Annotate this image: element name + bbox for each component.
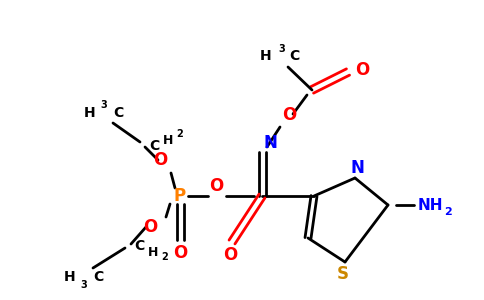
Text: C: C	[93, 270, 103, 284]
Text: NH: NH	[417, 197, 443, 212]
Text: O: O	[223, 246, 237, 264]
Text: H: H	[84, 106, 96, 120]
Text: N: N	[263, 134, 277, 152]
Text: H: H	[260, 49, 272, 63]
Text: O: O	[282, 106, 296, 124]
Text: H: H	[148, 245, 158, 259]
Text: O: O	[355, 61, 369, 79]
Text: O: O	[173, 244, 187, 262]
Text: C: C	[113, 106, 123, 120]
Text: O: O	[153, 151, 167, 169]
Text: H: H	[163, 134, 173, 146]
Text: O: O	[209, 177, 223, 195]
Text: S: S	[337, 265, 349, 283]
Text: 3: 3	[101, 100, 107, 110]
Text: 3: 3	[81, 280, 88, 290]
Text: H: H	[64, 270, 76, 284]
Text: 2: 2	[177, 129, 183, 139]
Text: O: O	[143, 218, 157, 236]
Text: 3: 3	[279, 44, 286, 54]
Text: 2: 2	[444, 207, 452, 217]
Text: 2: 2	[162, 252, 168, 262]
Text: P: P	[174, 187, 186, 205]
Text: C: C	[149, 139, 159, 153]
Text: N: N	[350, 159, 364, 177]
Text: C: C	[134, 239, 144, 253]
Text: C: C	[289, 49, 299, 63]
